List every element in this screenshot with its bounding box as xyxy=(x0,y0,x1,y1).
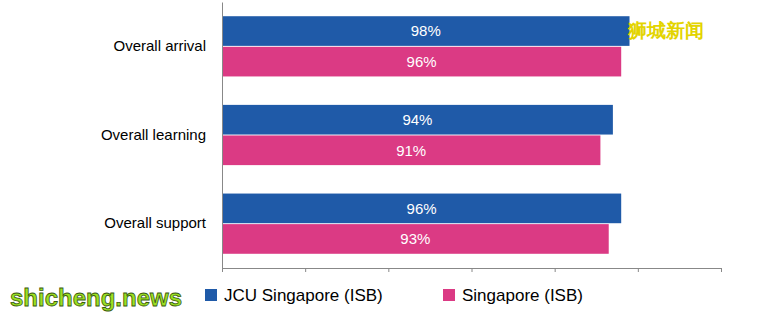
bar xyxy=(222,105,613,135)
data-label: 93% xyxy=(400,230,430,247)
y-tick: Overall arrival xyxy=(113,37,222,54)
y-axis-line xyxy=(222,3,223,269)
x-tick xyxy=(721,268,722,272)
legend-swatch xyxy=(443,289,455,301)
legend-label: Singapore (ISB) xyxy=(462,286,583,305)
bar xyxy=(222,135,600,165)
y-axis: Overall arrival Overall learning Overall s… xyxy=(101,3,223,269)
chart: 98%94%96%96%91%93%Overall arrivalOverall… xyxy=(0,0,769,318)
x-tick xyxy=(388,268,389,272)
x-tick xyxy=(638,268,639,272)
legend: JCU Singapore (ISB) Singapore (ISB) xyxy=(205,286,583,305)
y-tick-label: Overall support xyxy=(104,214,207,231)
x-tick xyxy=(222,268,223,272)
bar xyxy=(222,16,630,46)
bar xyxy=(222,224,609,254)
x-axis xyxy=(223,268,722,272)
y-tick-label: Overall arrival xyxy=(113,37,206,54)
x-tick xyxy=(472,268,473,272)
data-label: 98% xyxy=(411,22,441,39)
bar xyxy=(222,47,621,77)
y-tick-label: Overall learning xyxy=(101,126,206,143)
legend-swatch xyxy=(205,289,217,301)
legend-label: JCU Singapore (ISB) xyxy=(224,286,383,305)
x-tick xyxy=(305,268,306,272)
x-tick-mark xyxy=(222,268,223,272)
bar xyxy=(222,194,621,224)
x-tick-mark xyxy=(388,268,389,272)
data-labels: 98% 94% 96% 96% 91% 93% xyxy=(396,22,441,247)
x-tick xyxy=(555,268,556,272)
x-tick-mark xyxy=(721,268,722,272)
data-label: 96% xyxy=(407,53,437,70)
watermark: shicheng.news xyxy=(10,284,182,311)
data-label: 96% xyxy=(407,200,437,217)
data-label: 94% xyxy=(402,111,432,128)
data-label: 91% xyxy=(396,142,426,159)
watermark: 狮城新闻 xyxy=(627,19,704,41)
bars xyxy=(222,16,630,254)
x-tick-mark xyxy=(638,268,639,272)
x-axis-line xyxy=(223,269,722,273)
y-tick: Overall support xyxy=(104,214,222,231)
x-tick-mark xyxy=(555,268,556,272)
x-tick-mark xyxy=(305,268,306,272)
y-tick: Overall learning xyxy=(101,126,222,143)
x-tick-mark xyxy=(472,268,473,272)
